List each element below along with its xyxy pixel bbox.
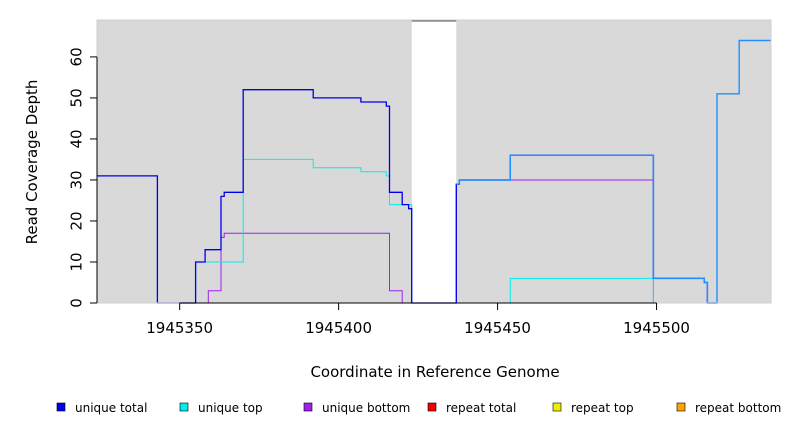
legend-label: repeat bottom	[695, 401, 781, 415]
gap-region	[411, 20, 457, 303]
legend-label: unique total	[75, 401, 147, 415]
legend-label: repeat top	[571, 401, 634, 415]
x-tick-label: 1945500	[623, 319, 690, 337]
y-tick-label: 50	[68, 88, 86, 107]
series-line-unique-top	[97, 158, 717, 304]
legend-label: unique bottom	[322, 401, 410, 415]
legend-item-repeat-bottom: repeat bottom	[676, 401, 781, 415]
legend-item-repeat-top: repeat top	[552, 401, 634, 415]
legend-swatch	[427, 402, 437, 412]
x-axis: 1945350 1945400 1945450 1945500	[146, 302, 690, 337]
x-tick-label: 1945400	[305, 319, 372, 337]
legend-item-unique-top: unique top	[179, 401, 263, 415]
legend: unique total unique top unique bottom repea…	[56, 401, 781, 415]
y-tick-label: 30	[68, 170, 86, 189]
y-axis-title: Read Coverage Depth	[23, 80, 41, 245]
legend-item-unique-total: unique total	[56, 401, 147, 415]
y-tick-label: 10	[68, 252, 86, 271]
x-tick-label: 1945350	[146, 319, 213, 337]
legend-swatch	[676, 402, 686, 412]
legend-item-unique-bottom: unique bottom	[303, 401, 410, 415]
y-tick-label: 40	[68, 129, 86, 148]
gap-rect	[411, 20, 457, 303]
legend-swatch	[56, 402, 66, 412]
legend-swatch	[552, 402, 562, 412]
legend-swatch	[179, 402, 189, 412]
legend-label: repeat total	[446, 401, 516, 415]
y-tick-label: 0	[68, 298, 86, 308]
x-axis-title: Coordinate in Reference Genome	[310, 363, 559, 381]
series-line-overlay	[456, 39, 771, 304]
legend-label: unique top	[198, 401, 263, 415]
y-tick-label: 60	[68, 47, 86, 66]
legend-item-repeat-total: repeat total	[427, 401, 516, 415]
y-tick-label: 20	[68, 211, 86, 230]
y-axis: 0 10 20 30 40 50 60	[68, 47, 98, 308]
x-tick-label: 1945450	[464, 319, 531, 337]
legend-swatch	[303, 402, 313, 412]
